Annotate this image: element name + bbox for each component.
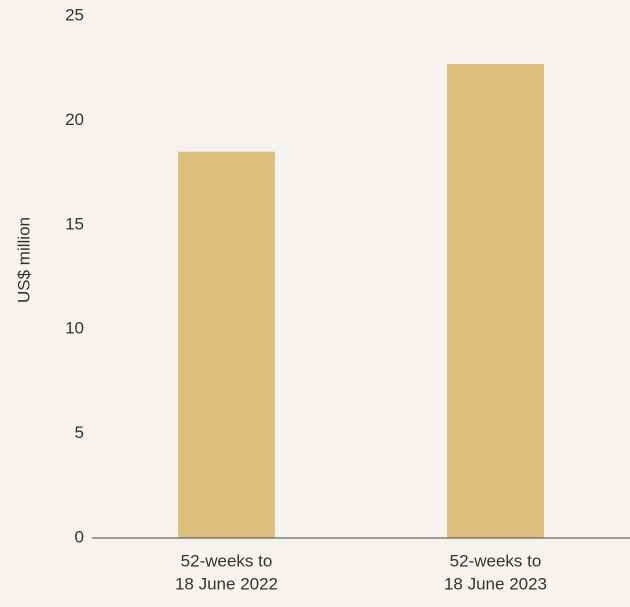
y-tick-label: 25 bbox=[65, 5, 84, 24]
x-tick-label: 52-weeks to bbox=[450, 551, 542, 570]
x-tick-label: 18 June 2022 bbox=[175, 574, 278, 593]
x-tick-label: 18 June 2023 bbox=[444, 574, 547, 593]
y-tick-label: 15 bbox=[65, 214, 84, 233]
y-tick-label: 20 bbox=[65, 110, 84, 129]
x-tick-label: 52-weeks to bbox=[181, 551, 273, 570]
bar bbox=[447, 64, 544, 539]
y-tick-label: 10 bbox=[65, 319, 84, 338]
bar bbox=[178, 151, 275, 538]
y-tick-label: 5 bbox=[75, 423, 84, 442]
y-tick-label: 0 bbox=[75, 527, 84, 546]
y-axis-label: US$ million bbox=[14, 217, 33, 303]
